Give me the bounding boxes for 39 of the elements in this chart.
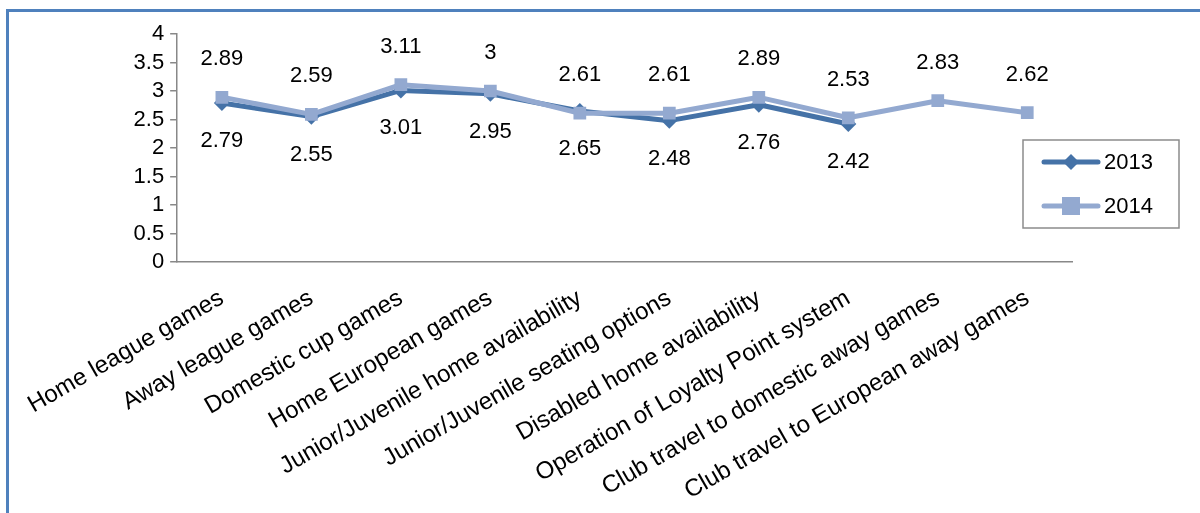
data-label: 3.01 (379, 114, 423, 140)
y-tick-label: 2.5 (133, 105, 165, 131)
data-label: 3 (484, 39, 497, 65)
data-label: 2.42 (826, 148, 870, 174)
y-tick-label: 0 (151, 248, 165, 274)
data-label: 2.95 (468, 117, 512, 143)
data-label: 2.89 (737, 45, 781, 71)
y-tick-label: 1 (151, 191, 165, 217)
data-label: 2.62 (1005, 60, 1049, 86)
y-tick-label: 3 (151, 77, 165, 103)
data-label: 2.53 (826, 65, 870, 91)
y-tick-label: 3.5 (133, 48, 165, 74)
y-tick-label: 2 (151, 134, 165, 160)
point (215, 90, 229, 104)
point (573, 106, 587, 120)
y-tick-label: 4 (151, 20, 165, 46)
y-tick-label: 0.5 (133, 219, 165, 245)
point (1020, 106, 1034, 120)
data-label: 3.11 (380, 32, 422, 58)
data-label: 2.65 (558, 135, 602, 161)
point (752, 90, 766, 104)
y-tick-label: 1.5 (133, 162, 165, 188)
point (662, 106, 676, 120)
legend-label: 2013 (1104, 149, 1153, 175)
data-label: 2.61 (647, 61, 691, 87)
data-label: 2.59 (289, 62, 333, 88)
data-label: 2.89 (200, 45, 244, 71)
point (841, 111, 855, 125)
data-label: 2.55 (289, 140, 333, 166)
legend-label: 2014 (1104, 193, 1153, 219)
point (394, 78, 408, 92)
point (305, 108, 318, 121)
data-label: 2.61 (558, 61, 602, 87)
data-label: 2.76 (737, 128, 781, 154)
point (931, 94, 945, 108)
data-label: 2.48 (647, 144, 691, 170)
data-label: 2.83 (916, 48, 960, 74)
data-label: 2.79 (200, 127, 244, 153)
point (483, 84, 497, 98)
